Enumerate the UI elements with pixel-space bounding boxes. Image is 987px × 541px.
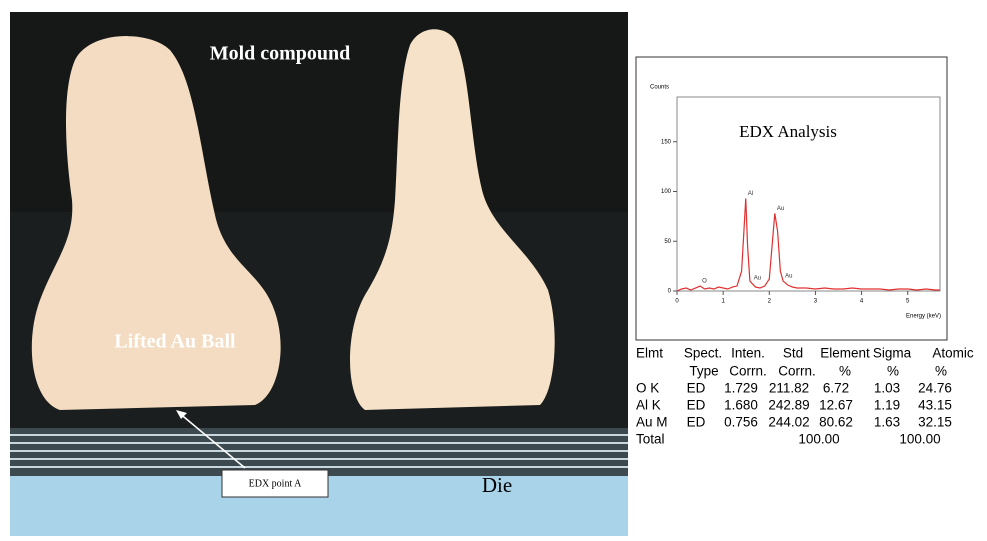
table-subheader: %	[887, 364, 899, 379]
table-cell: 1.19	[874, 398, 900, 413]
table-header: Atomic	[932, 346, 974, 361]
table-cell: 244.02	[768, 415, 809, 430]
table-header: Std	[783, 346, 803, 361]
table-cell: 12.67	[819, 398, 853, 413]
mold-label: Mold compound	[210, 43, 351, 65]
table-cell: Au M	[636, 415, 668, 430]
table-total-atomic: 100.00	[899, 432, 940, 447]
y-tick-label: 100	[661, 189, 672, 195]
table-cell: 6.72	[823, 381, 849, 396]
die-label: Die	[482, 473, 512, 497]
table-header: Inten.	[731, 346, 765, 361]
peak-label: O	[702, 279, 707, 285]
ball-label: Lifted Au Ball	[114, 331, 236, 353]
table-cell: Al K	[636, 398, 661, 413]
peak-label: Au	[754, 276, 761, 282]
table-subheader: Type	[689, 364, 718, 379]
y-axis-label: Counts	[650, 85, 669, 91]
table-subheader: %	[839, 364, 851, 379]
chart-title: EDX Analysis	[739, 122, 837, 141]
figure: Mold compound Lifted Au Ball EDX point A…	[0, 0, 987, 536]
peak-label: Au	[785, 274, 792, 280]
table-cell: ED	[687, 381, 706, 396]
table-cell: 211.82	[769, 381, 809, 396]
point-label: EDX point A	[249, 478, 303, 489]
peak-label: Al	[748, 191, 753, 197]
table-cell: 1.680	[724, 398, 758, 413]
table-cell: 80.62	[819, 415, 853, 430]
table-cell: ED	[687, 415, 706, 430]
table-cell: 32.15	[918, 415, 952, 430]
table-subheader: Corrn.	[778, 364, 816, 379]
table-cell: 43.15	[918, 398, 952, 413]
table-header: Spect.	[684, 346, 722, 361]
y-tick-label: 150	[661, 139, 672, 145]
micrograph: Mold compound Lifted Au Ball EDX point A…	[10, 12, 628, 536]
table-header: Elmt	[636, 346, 663, 361]
table-subheader: %	[935, 364, 947, 379]
table-header: Sigma	[873, 346, 912, 361]
table-cell: 0.756	[724, 415, 758, 430]
table-cell: 1.729	[724, 381, 758, 396]
peak-label: Au	[777, 206, 784, 212]
x-axis-label: Energy (keV)	[906, 314, 941, 320]
y-tick-label: 50	[664, 239, 671, 245]
table-total-element: 100.00	[798, 432, 839, 447]
table-cell: ED	[687, 398, 706, 413]
table-total-label: Total	[636, 432, 665, 447]
table-cell: 242.89	[768, 398, 809, 413]
table-cell: O K	[636, 381, 659, 396]
table-cell: 1.03	[874, 381, 900, 396]
table-cell: 24.76	[918, 381, 952, 396]
table-header: Element	[820, 346, 870, 361]
table-cell: 1.63	[874, 415, 900, 430]
table-subheader: Corrn.	[729, 364, 767, 379]
chart-frame	[636, 57, 947, 340]
